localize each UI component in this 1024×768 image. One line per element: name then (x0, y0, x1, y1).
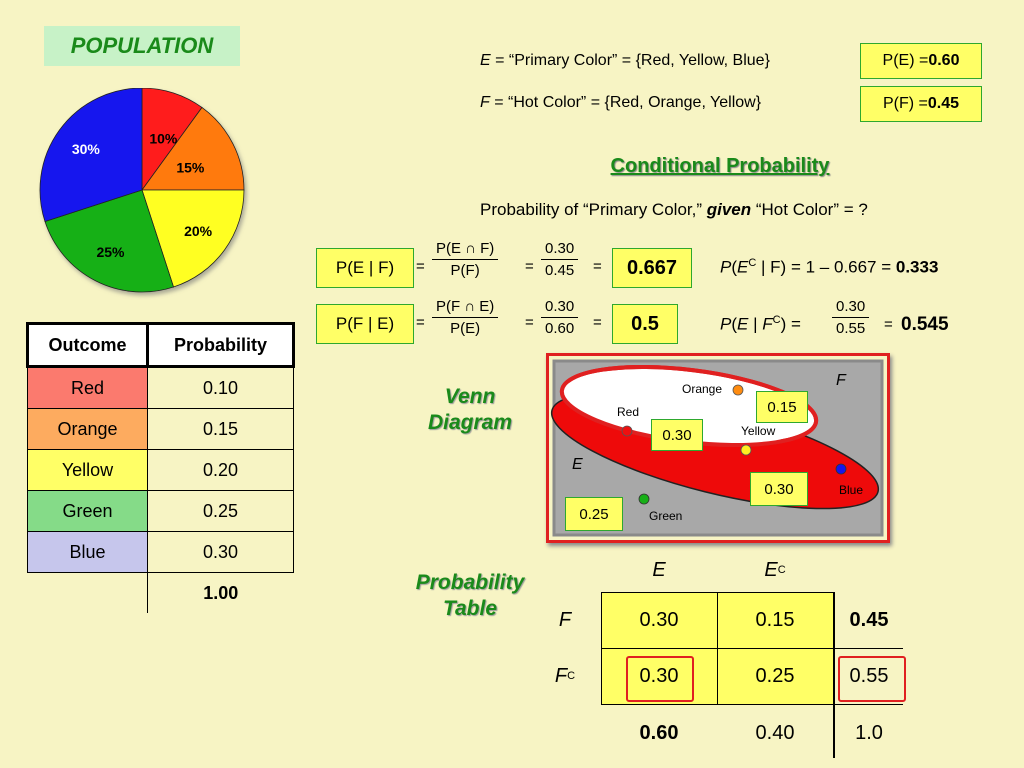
venn-value-f-only: 0.15 (756, 391, 808, 423)
green-dot (638, 493, 650, 505)
table-line (601, 592, 602, 704)
pf-box: P(F) = 0.45 (860, 86, 982, 122)
pie-slice-label: 30% (72, 141, 101, 157)
equals-sign: = (416, 258, 425, 275)
yellow-dot (740, 444, 752, 456)
population-title: POPULATION (44, 26, 240, 66)
pie-slice (141, 106, 245, 191)
col-header-e: E (652, 558, 666, 581)
result-0545: 0.545 (901, 314, 949, 335)
pe-box: P(E) = 0.60 (860, 43, 982, 79)
population-pie-chart: 10% 15% 20% 25% 30% (39, 88, 245, 293)
total-probability-cell: 1.00 (147, 572, 294, 613)
table-line (717, 592, 718, 704)
formula-fraction: P(F ∩ E) P(E) (432, 298, 499, 337)
pie-slice-label: 15% (176, 159, 205, 175)
cell-fc-ec: 0.25 (755, 664, 795, 687)
highlight-fc-total (838, 656, 906, 702)
complement-e-given-f: P(EC | F) = 1 – 0.667 = 0.333 (720, 257, 939, 277)
e-label: E (572, 456, 583, 473)
probability-cell: 0.20 (147, 449, 294, 491)
red-label: Red (617, 405, 640, 419)
venn-value-neither: 0.25 (565, 497, 623, 531)
venn-value-intersection: 0.30 (651, 419, 703, 451)
probability-header: Probability (146, 322, 295, 368)
venn-diagram-frame: Orange Red Yellow Blue Green F E 0.15 0.… (546, 353, 890, 543)
cell-fc-e: 0.30 (639, 664, 679, 687)
outcome-probability-table: Outcome Probability Red 0.10 Orange 0.15… (26, 322, 295, 613)
orange-dot (732, 384, 744, 396)
yellow-label: Yellow (741, 424, 776, 438)
pie-slice-label: 25% (96, 244, 125, 260)
blue-label: Blue (839, 483, 864, 497)
row-header-f: F (558, 608, 572, 631)
pie-slice (39, 88, 143, 223)
result-box-0667: 0.667 (612, 248, 692, 288)
cell-grand-total: 1.0 (855, 721, 883, 744)
result-box-05: 0.5 (612, 304, 678, 344)
pie-slice-label: 10% (149, 131, 178, 147)
probability-cell: 0.25 (147, 490, 294, 532)
cell-fc-total: 0.55 (849, 664, 889, 687)
equals-sign: = (416, 314, 425, 331)
outcome-cell: Blue (27, 531, 148, 573)
cell-f-ec: 0.15 (755, 608, 795, 631)
p-f-given-e-box: P(F | E) (316, 304, 414, 344)
highlight-fc-e (626, 656, 694, 702)
table-row: Orange 0.15 (27, 408, 294, 450)
cell-e-total: 0.60 (639, 721, 679, 744)
probability-cell: 0.10 (147, 366, 294, 409)
venn-value-e-only: 0.30 (750, 472, 808, 506)
table-line (601, 704, 903, 705)
equals-sign: = (525, 258, 534, 275)
conditional-probability-title: Conditional Probability (610, 155, 830, 177)
probability-cell: 0.30 (147, 531, 294, 573)
table-row: Yellow 0.20 (27, 449, 294, 491)
table-line (601, 648, 903, 649)
value-fraction: 0.30 0.60 (541, 298, 579, 337)
outcome-cell: Orange (27, 408, 148, 450)
outcome-header: Outcome (26, 322, 149, 368)
formula-fraction: P(E ∩ F) P(F) (432, 240, 499, 279)
pie-slice (44, 189, 175, 293)
venn-diagram-label: Venn Diagram (427, 385, 513, 434)
probability-table-label: Probability Table (415, 571, 525, 620)
table-row: Blue 0.30 (27, 531, 294, 573)
f-label: F (836, 372, 846, 389)
definition-f: F = “Hot Color” = {Red, Orange, Yellow} (480, 94, 762, 111)
orange-label: Orange (682, 382, 723, 396)
cell-f-total: 0.45 (849, 608, 889, 631)
p-e-given-f-box: P(E | F) (316, 248, 414, 288)
value-fraction: 0.30 0.45 (541, 240, 579, 279)
e-given-f-complement: P(E | FC) = (720, 314, 801, 334)
cell-ec-total: 0.40 (755, 721, 795, 744)
equals-sign: = (593, 258, 602, 275)
equals-sign: = (525, 314, 534, 331)
definition-e: E = “Primary Color” = {Red, Yellow, Blue… (480, 52, 770, 69)
probability-cell: 0.15 (147, 408, 294, 450)
pie-slice (141, 189, 245, 288)
pie-slice-label: 20% (184, 223, 213, 239)
total-blank-cell (28, 573, 148, 614)
table-row: Green 0.25 (27, 490, 294, 532)
outcome-cell: Red (27, 366, 148, 409)
table-line (833, 592, 835, 758)
outcome-cell: Yellow (27, 449, 148, 491)
green-label: Green (649, 509, 683, 523)
table-row: Red 0.10 (27, 366, 294, 409)
cell-f-e: 0.30 (639, 608, 679, 631)
value-fraction: 0.30 0.55 (832, 298, 870, 337)
equals-sign: = (593, 314, 602, 331)
outcome-cell: Green (27, 490, 148, 532)
red-dot (621, 425, 633, 437)
blue-dot (835, 463, 847, 475)
conditional-question: Probability of “Primary Color,” given “H… (480, 200, 868, 219)
equals-sign: = (884, 316, 893, 333)
